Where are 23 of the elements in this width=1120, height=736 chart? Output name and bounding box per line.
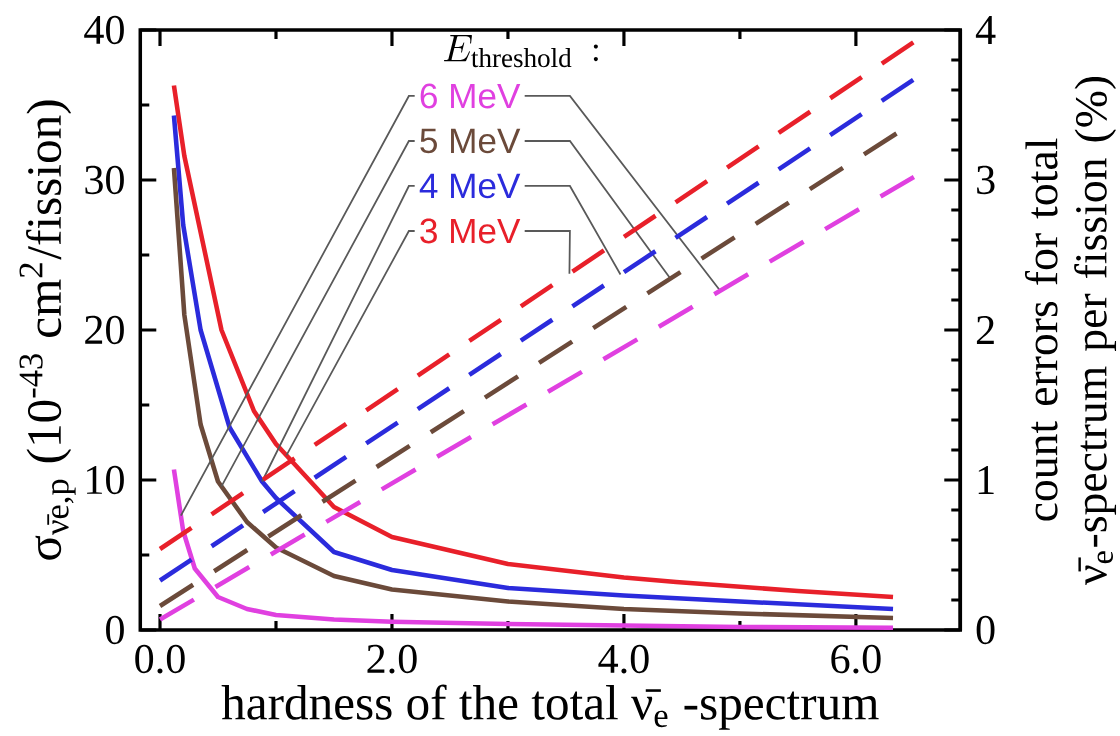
y2-tick-label: 1 xyxy=(978,466,994,494)
legend-title: $E_{\mathrm{threshold}}\,:$ xyxy=(444,34,598,68)
text: 4 MeV xyxy=(419,173,521,199)
x-axis-title: hardness of the total ν̄$_{e}$ -spectrum xyxy=(221,684,879,730)
y-tick-label: 20 xyxy=(85,315,124,345)
text: 6 MeV xyxy=(420,83,521,109)
x-tick-label: 0.0 xyxy=(135,644,185,674)
text: 3 MeV xyxy=(420,218,521,244)
text: 5 MeV xyxy=(420,128,521,154)
y-tick-label: 30 xyxy=(85,165,124,195)
x-tick-label: 2.0 xyxy=(367,644,417,674)
y2-tick-label: 2 xyxy=(976,316,994,344)
y2-tick-label: 0 xyxy=(976,615,995,645)
x-tick-label: 4.0 xyxy=(598,644,649,674)
y2-tick-label: 4 xyxy=(975,16,996,44)
y2-axis-title: count errors for total ν̄$_{e}$-spectrum per fission (%) xyxy=(1024,76,1117,585)
x-tick-label: 6.0 xyxy=(831,644,881,674)
y-tick-label: 0 xyxy=(106,615,124,645)
y2-tick-label: 3 xyxy=(977,165,995,195)
y-axis-title: σ$_{ν̄e,p}$ (10$^{-43}$ cm$^{2}$/fission) xyxy=(19,100,76,560)
y-tick-label: 40 xyxy=(84,15,124,45)
y-tick-label: 10 xyxy=(87,465,124,495)
line-series xyxy=(171,467,896,631)
